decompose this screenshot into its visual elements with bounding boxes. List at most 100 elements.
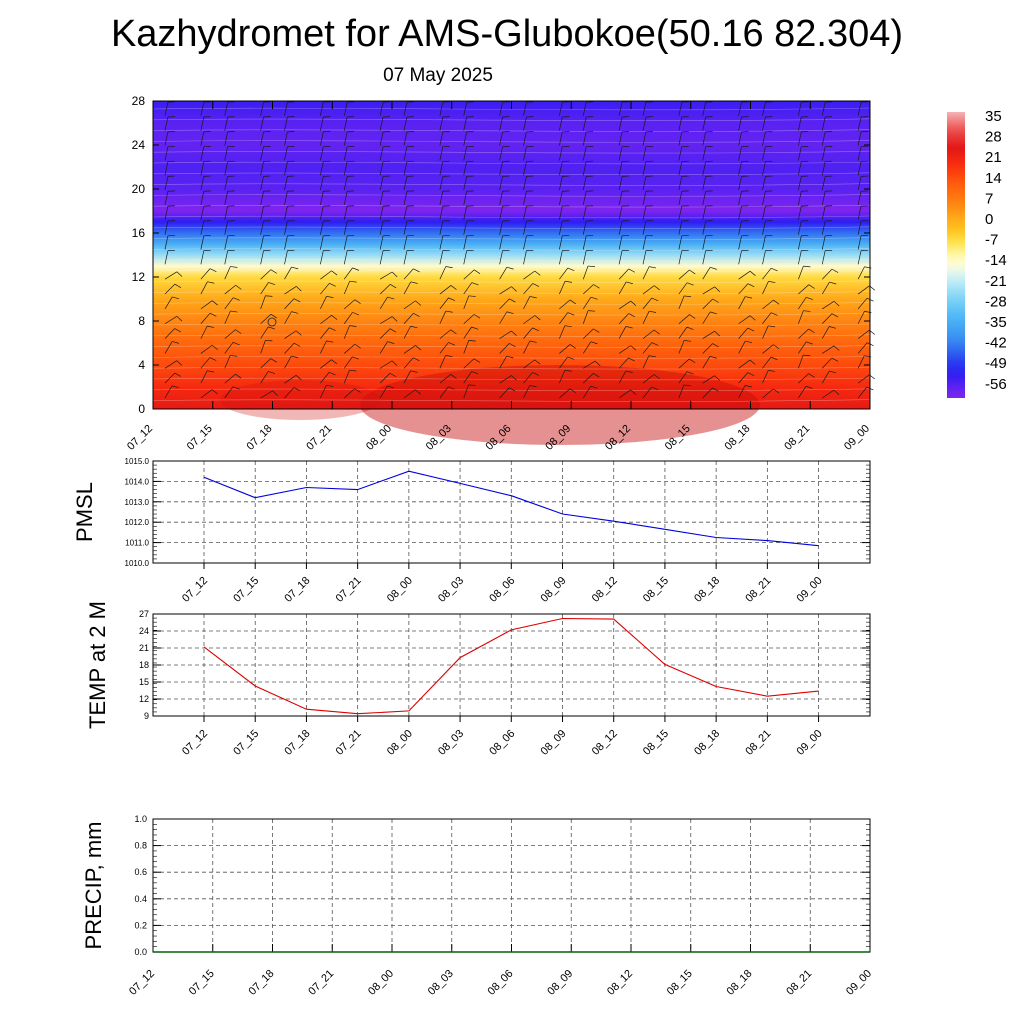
- wind-barb-feather: [235, 329, 242, 334]
- wind-barb-feather: [473, 358, 481, 363]
- wind-barb-feather: [808, 284, 815, 289]
- wind-barb: [260, 358, 271, 369]
- wind-barb: [523, 146, 527, 161]
- wind-barb: [678, 206, 683, 220]
- wind-barb: [379, 250, 384, 265]
- wind-barb: [762, 146, 766, 161]
- wind-barb: [224, 373, 236, 384]
- wind-barb: [499, 356, 507, 369]
- wind-barb: [284, 342, 295, 354]
- wind-barb: [798, 341, 807, 354]
- wind-barb-feather: [833, 301, 840, 307]
- wind-barb-feather: [270, 269, 277, 274]
- wind-barb: [379, 116, 384, 131]
- wind-barb: [523, 116, 527, 131]
- wind-barb: [343, 161, 348, 176]
- wind-barb-feather: [833, 345, 840, 351]
- wind-barb: [618, 268, 629, 280]
- wind-barb: [463, 102, 468, 116]
- wind-barb: [164, 385, 173, 399]
- wind-barb: [857, 297, 868, 310]
- wind-barb-feather: [630, 345, 637, 351]
- wind-barb: [379, 191, 384, 206]
- wind-barb-feather: [352, 267, 360, 271]
- wind-barb: [200, 191, 205, 206]
- wind-barb: [320, 206, 324, 220]
- wind-barb-feather: [293, 387, 301, 392]
- wind-barb: [678, 269, 690, 280]
- series-line: [203, 470, 819, 547]
- wind-barb: [738, 296, 746, 310]
- colorbar-label: 21: [985, 149, 1002, 166]
- wind-barb: [343, 176, 348, 191]
- wind-barb-feather: [291, 355, 299, 359]
- wind-barb: [463, 384, 469, 399]
- wind-barb-feather: [768, 370, 776, 372]
- wind-barb: [320, 191, 324, 206]
- x-tick-label: 08_03: [436, 728, 466, 758]
- wind-barb: [821, 281, 830, 295]
- wind-barb: [822, 345, 835, 354]
- wind-barb: [762, 176, 766, 191]
- x-tick-label: 07_21: [304, 423, 334, 453]
- contour-line: [152, 302, 871, 305]
- contour-line: [152, 140, 871, 143]
- wind-barb: [499, 146, 503, 161]
- x-tick-label: 08_15: [641, 575, 671, 605]
- wind-barb-feather: [413, 357, 420, 362]
- wind-barb: [284, 191, 288, 206]
- wind-barb-feather: [749, 359, 756, 365]
- wind-barb: [343, 281, 351, 295]
- wind-barb: [618, 235, 623, 250]
- wind-barb: [857, 116, 862, 131]
- y-tick-label: 4: [138, 358, 145, 372]
- wind-barb: [439, 191, 444, 206]
- wind-barb-feather: [293, 342, 301, 347]
- wind-barb-feather: [235, 373, 242, 379]
- wind-barb: [559, 356, 568, 369]
- wind-barb: [320, 296, 327, 310]
- wind-barb: [618, 102, 623, 116]
- wind-barb: [439, 220, 444, 235]
- wind-barb-feather: [326, 340, 334, 343]
- wind-barb: [403, 345, 416, 354]
- wind-barb-feather: [648, 355, 656, 358]
- wind-barb: [762, 206, 766, 220]
- wind-barb-feather: [295, 375, 302, 381]
- wind-barb-feather: [651, 386, 659, 391]
- x-tick-label: 09_00: [795, 728, 825, 758]
- wind-barb: [738, 372, 749, 384]
- colorbar-label: 7: [985, 190, 993, 207]
- wind-barb-feather: [590, 341, 598, 345]
- wind-barb-feather: [625, 326, 633, 329]
- wind-barb: [320, 250, 324, 265]
- wind-barb: [343, 250, 348, 265]
- wind-barb: [260, 313, 272, 325]
- wind-barb-feather: [532, 327, 539, 332]
- wind-barb-feather: [448, 342, 456, 346]
- wind-barb: [200, 116, 205, 131]
- wind-barb: [678, 358, 690, 369]
- wind-barb: [559, 344, 571, 354]
- wind-barb: [857, 235, 862, 250]
- wind-barb-feather: [293, 298, 301, 303]
- wind-barb: [762, 116, 766, 131]
- wind-barb-feather: [745, 296, 753, 299]
- wind-barb: [678, 371, 688, 384]
- wind-barb: [224, 116, 229, 131]
- wind-barb: [284, 311, 292, 324]
- wind-barb: [200, 220, 205, 235]
- contour-line: [152, 215, 871, 219]
- wind-barb-feather: [833, 389, 840, 396]
- wind-barb-feather: [683, 384, 691, 387]
- x-tick-label: 07_18: [247, 968, 277, 998]
- wind-barb-feather: [831, 268, 839, 273]
- wind-barb: [224, 250, 229, 265]
- wind-barb: [762, 356, 772, 369]
- wind-barb: [224, 146, 229, 161]
- wind-barb-feather: [567, 356, 575, 360]
- wind-barb: [379, 161, 384, 176]
- x-tick-label: 08_12: [605, 968, 635, 998]
- x-tick-label: 07_18: [245, 423, 275, 453]
- wind-barb-feather: [593, 328, 600, 333]
